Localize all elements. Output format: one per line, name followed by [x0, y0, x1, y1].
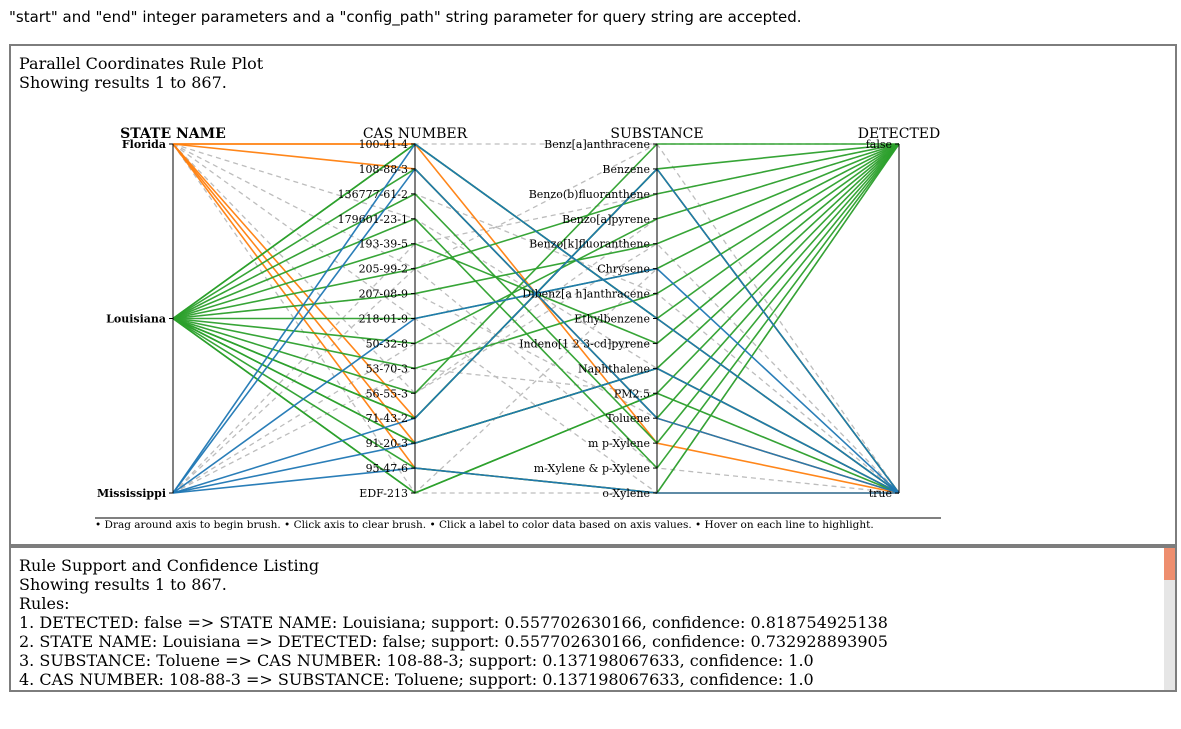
axis-tick-label: 100-41-4 [359, 138, 408, 151]
rule-listing-panel: Rule Support and Confidence Listing Show… [9, 546, 1177, 692]
axis-tick-label: Benzo[k]fluoranthene [529, 238, 650, 251]
axis-tick-label: 108-88-3 [359, 163, 408, 176]
axis-tick-label: 91-20-3 [366, 437, 408, 450]
data-polyline[interactable] [172, 367, 900, 494]
rule-item: 4. CAS NUMBER: 108-88-3 => SUBSTANCE: To… [19, 670, 814, 689]
plot-help-text: • Drag around axis to begin brush. • Cli… [95, 519, 874, 531]
axis-tick-label: Florida [122, 138, 166, 151]
axis-title[interactable]: DETECTED [858, 126, 941, 142]
axis-tick-label: 207-08-9 [359, 288, 408, 301]
axis-tick-label: Chrysene [597, 263, 650, 276]
axis-tick-label: 56-55-3 [366, 387, 408, 400]
data-polyline[interactable] [172, 267, 900, 494]
context-polyline [172, 367, 900, 494]
rules-scrollbar[interactable] [1164, 548, 1175, 690]
axis-tick-label: 136777-61-2 [338, 188, 408, 201]
axis-tick-label: Benzo[a]pyrene [562, 213, 650, 226]
context-polyline [172, 143, 899, 270]
axis-tick-label: Benzo(b)fluoranthene [529, 188, 650, 201]
plot-header: Parallel Coordinates Rule Plot Showing r… [19, 54, 263, 92]
rule-item: 3. SUBSTANCE: Toluene => CAS NUMBER: 108… [19, 651, 814, 670]
rules-header: Rule Support and Confidence Listing Show… [19, 556, 888, 689]
axis-tick-label: Louisiana [106, 313, 166, 326]
data-polyline[interactable] [172, 467, 899, 494]
axis-tick-label: Ethylbenzene [574, 313, 650, 326]
axis-tick-label: m-Xylene & p-Xylene [534, 462, 650, 475]
axis-tick-label: Benz[a]anthracene [544, 138, 650, 151]
rules-scrollbar-thumb[interactable] [1164, 548, 1175, 580]
axis-tick-label: Indeno[1 2 3-cd]pyrene [519, 337, 650, 350]
data-polyline[interactable] [172, 143, 900, 445]
data-polyline[interactable] [172, 143, 900, 370]
axis-tick-label: 193-39-5 [359, 238, 408, 251]
axis-tick-label: 179601-23-1 [338, 213, 408, 226]
axis-title[interactable]: CAS NUMBER [363, 126, 468, 142]
axis-tick-label: Toluene [606, 412, 650, 425]
axis-tick-label: false [866, 138, 892, 151]
data-polyline[interactable] [172, 142, 900, 494]
axis-tick-label: true [869, 487, 892, 500]
axis-tick-label: Mississippi [97, 487, 166, 500]
axis-tick-label: 50-32-8 [366, 337, 408, 350]
axis-tick-label: Naphthalene [578, 362, 650, 375]
axis-tick-label: PM2.5 [614, 387, 650, 400]
rules-result-count: Showing results 1 to 867. [19, 575, 227, 594]
plot-title: Parallel Coordinates Rule Plot [19, 54, 264, 73]
axis-tick-label: 53-70-3 [366, 362, 408, 375]
context-polyline [172, 143, 900, 494]
axis-tick-label: 205-99-2 [359, 263, 408, 276]
rules-title: Rule Support and Confidence Listing [19, 556, 320, 575]
data-polyline[interactable] [172, 143, 900, 470]
axis-tick-label: 71-43-2 [366, 412, 408, 425]
axis-tick-label: Dibenz[a h]anthracene [522, 288, 650, 301]
axis-tick-label: Benzene [602, 163, 650, 176]
axis-title[interactable]: SUBSTANCE [610, 126, 703, 142]
axis-tick-label: o-Xylene [602, 487, 650, 500]
rule-list: 1. DETECTED: false => STATE NAME: Louisi… [19, 613, 888, 689]
data-polyline[interactable] [172, 143, 899, 395]
foreground-lines[interactable] [172, 142, 900, 494]
rules-label: Rules: [19, 594, 70, 613]
axis-tick-label: EDF-213 [359, 487, 408, 500]
query-parameter-notice: "start" and "end" integer parameters and… [9, 8, 802, 26]
rule-item: 1. DETECTED: false => STATE NAME: Louisi… [19, 613, 888, 632]
axis-tick-label: m p-Xylene [588, 437, 650, 450]
axis-tick-label: 95-47-6 [366, 462, 408, 475]
axis-title[interactable]: STATE NAME [120, 126, 226, 142]
parallel-coordinates-panel: STATE NAME Florida Louisiana Mississippi CAS… [9, 44, 1177, 546]
axis-tick-label: 218-01-9 [359, 313, 408, 326]
plot-result-count: Showing results 1 to 867. [19, 73, 227, 92]
rule-item: 2. STATE NAME: Louisiana => DETECTED: fa… [19, 632, 888, 651]
